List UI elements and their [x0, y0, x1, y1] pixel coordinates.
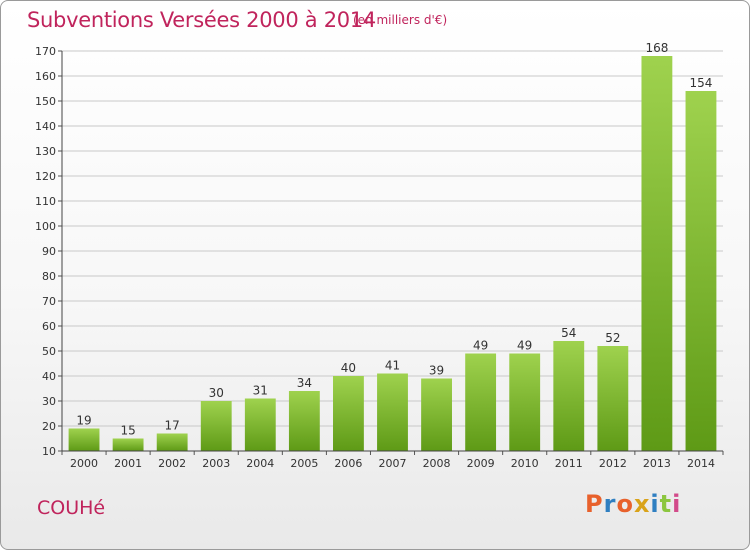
logo-letter: r — [603, 490, 617, 518]
bar-2013[interactable] — [641, 56, 673, 451]
y-tick-label-70: 70 — [42, 295, 56, 308]
logo-letter: x — [633, 490, 651, 518]
y-tick-label-20: 20 — [42, 420, 56, 433]
value-label-2008: 39 — [429, 364, 444, 378]
proxiti-logo[interactable]: Proxiti — [585, 490, 681, 518]
y-tick-label-50: 50 — [42, 345, 56, 358]
y-tick-label-80: 80 — [42, 270, 56, 283]
value-label-2000: 19 — [76, 414, 91, 428]
x-axis-ticks: 2000 2001 2002 2003 2004 2005 2006 2007 2008 2009… — [61, 451, 724, 470]
value-label-2010: 49 — [517, 339, 532, 353]
x-tick-label-2013: 2013 — [643, 457, 671, 470]
value-label-2002: 17 — [165, 419, 180, 433]
bar-2001[interactable] — [112, 438, 144, 452]
y-tick-label-140: 140 — [35, 120, 56, 133]
commune-name: COUHé — [37, 497, 106, 519]
x-tick-label-2006: 2006 — [334, 457, 362, 470]
logo-letter: t — [659, 490, 673, 518]
x-tick-label-2011: 2011 — [555, 457, 583, 470]
bar-2004[interactable] — [244, 398, 276, 452]
x-tick-label-2014: 2014 — [687, 457, 715, 470]
value-label-2007: 41 — [385, 359, 400, 373]
bar-2007[interactable] — [377, 373, 408, 452]
x-tick-label-2000: 2000 — [70, 457, 98, 470]
value-label-2009: 49 — [473, 339, 488, 353]
x-tick-label-2008: 2008 — [423, 457, 451, 470]
y-tick-label-100: 100 — [35, 220, 56, 233]
bar-2012[interactable] — [597, 346, 629, 451]
x-tick-label-2009: 2009 — [467, 457, 495, 470]
bar-2011[interactable] — [553, 341, 585, 451]
y-tick-label-170: 170 — [35, 45, 56, 58]
value-label-2011: 54 — [561, 326, 576, 340]
y-tick-label-120: 120 — [35, 170, 56, 183]
x-tick-label-2007: 2007 — [379, 457, 407, 470]
y-tick-label-40: 40 — [42, 370, 56, 383]
logo-letter: o — [616, 490, 634, 518]
x-tick-label-2010: 2010 — [511, 457, 539, 470]
chart-title: Subventions Versées 2000 à 2014 — [27, 8, 376, 32]
x-tick-label-2012: 2012 — [599, 457, 627, 470]
value-label-2012: 52 — [605, 331, 620, 345]
bar-2003[interactable] — [200, 401, 232, 451]
bar-2008[interactable] — [421, 378, 452, 452]
bar-2002[interactable] — [156, 433, 188, 452]
value-label-2001: 15 — [120, 424, 135, 438]
y-tick-label-110: 110 — [35, 195, 56, 208]
y-tick-label-160: 160 — [35, 70, 56, 83]
bar-2009[interactable] — [465, 353, 497, 452]
value-label-2003: 30 — [209, 386, 224, 400]
bar-2005[interactable] — [288, 391, 320, 451]
value-labels: 19 15 17 30 31 34 40 41 39 49 49 54 52 168 154 — [76, 41, 712, 438]
x-tick-label-2002: 2002 — [158, 457, 186, 470]
x-tick-label-2005: 2005 — [290, 457, 318, 470]
x-tick-label-2004: 2004 — [246, 457, 274, 470]
x-tick-label-2001: 2001 — [114, 457, 142, 470]
logo-letter: i — [672, 490, 682, 518]
y-tick-label-60: 60 — [42, 320, 56, 333]
bars — [68, 56, 717, 452]
logo-letter: i — [650, 490, 660, 518]
value-label-2013: 168 — [645, 41, 668, 55]
y-tick-label-10: 10 — [42, 445, 56, 458]
y-tick-label-150: 150 — [35, 95, 56, 108]
value-label-2004: 31 — [253, 384, 268, 398]
y-tick-label-30: 30 — [42, 395, 56, 408]
logo-letter: P — [585, 490, 604, 518]
y-tick-label-130: 130 — [35, 145, 56, 158]
bar-2006[interactable] — [333, 376, 364, 451]
bar-2000[interactable] — [68, 428, 100, 452]
chart-subtitle: (en milliers d'€) — [353, 13, 448, 27]
bar-2014[interactable] — [685, 91, 717, 451]
value-label-2014: 154 — [690, 76, 713, 90]
y-tick-label-90: 90 — [42, 245, 56, 258]
value-label-2006: 40 — [341, 361, 356, 375]
bar-2010[interactable] — [509, 353, 541, 452]
y-axis-ticks: 10 20 30 40 50 60 70 80 90 100 110 120 130 140 150 160 1… — [35, 45, 56, 458]
value-label-2005: 34 — [297, 376, 312, 390]
x-tick-label-2003: 2003 — [202, 457, 230, 470]
